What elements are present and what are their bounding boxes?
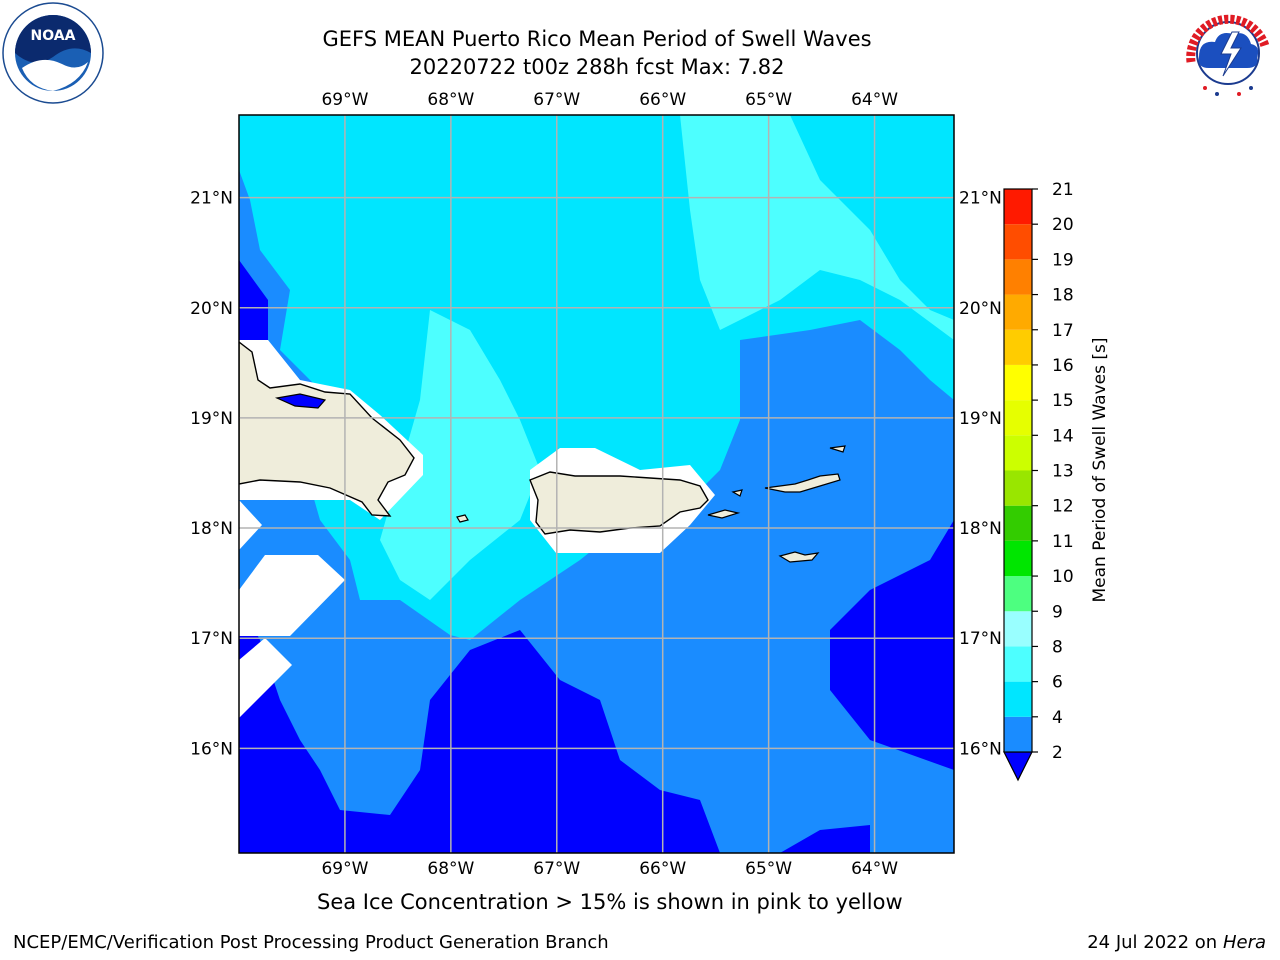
colorbar-tick-label: 10 bbox=[1052, 567, 1074, 587]
colorbar-band bbox=[1004, 364, 1032, 401]
land-vieques bbox=[707, 509, 741, 519]
lat-label-left: 20°N bbox=[190, 299, 233, 319]
footer-date: 24 Jul 2022 on Hera bbox=[1087, 932, 1266, 953]
noaa-logo-text: NOAA bbox=[31, 28, 76, 44]
colorbar-tick-label: 9 bbox=[1052, 602, 1063, 622]
lat-label-left: 18°N bbox=[190, 519, 233, 539]
colorbar-tick-label: 17 bbox=[1052, 321, 1074, 341]
lon-label-top: 66°W bbox=[639, 90, 686, 110]
footer-host: Hera bbox=[1222, 932, 1266, 953]
colorbar-tick-label: 18 bbox=[1052, 286, 1074, 306]
no-data-south-1 bbox=[239, 555, 345, 636]
lon-label-bottom: 67°W bbox=[533, 859, 580, 879]
lon-label-top: 69°W bbox=[321, 90, 368, 110]
colorbar-tick-label: 13 bbox=[1052, 462, 1074, 482]
lat-label-right: 21°N bbox=[959, 189, 1002, 209]
colorbar-tick-label: 15 bbox=[1052, 391, 1074, 411]
land-anegada bbox=[829, 445, 846, 453]
contour-6-8s bbox=[380, 115, 954, 600]
lat-label-left: 21°N bbox=[190, 189, 233, 209]
lat-label-right: 20°N bbox=[959, 299, 1002, 319]
lat-label-right: 16°N bbox=[959, 739, 1002, 759]
colorbar-tick-label: 4 bbox=[1052, 708, 1063, 728]
chart-subtitle: 20220722 t00z 288h fcst Max: 7.82 bbox=[409, 55, 785, 79]
colorbar: 2 4 6 8 9 10 11 12 13 14 15 16 17 18 19 20 21 bbox=[1003, 180, 1074, 782]
lat-label-right: 18°N bbox=[959, 519, 1002, 539]
colorbar-band bbox=[1004, 400, 1032, 436]
lat-label-left: 19°N bbox=[190, 409, 233, 429]
colorbar-tick-label: 20 bbox=[1052, 215, 1074, 235]
sea-ice-note: Sea Ice Concentration > 15% is shown in … bbox=[317, 890, 903, 914]
land-mona-island bbox=[456, 514, 469, 523]
colorbar-band bbox=[1004, 224, 1032, 260]
lat-label-left: 16°N bbox=[190, 739, 233, 759]
lon-label-top: 65°W bbox=[745, 90, 792, 110]
colorbar-band bbox=[1004, 505, 1032, 541]
lon-label-bottom: 65°W bbox=[745, 859, 792, 879]
land-virgin-islands bbox=[764, 473, 841, 493]
colorbar-tick-label: 11 bbox=[1052, 532, 1074, 552]
colorbar-tick-label: 19 bbox=[1052, 250, 1074, 270]
lat-label-right: 17°N bbox=[959, 629, 1002, 649]
national-weather-service-logo bbox=[1179, 4, 1277, 102]
colorbar-band bbox=[1004, 646, 1032, 682]
colorbar-band bbox=[1004, 716, 1032, 752]
lon-label-bottom: 68°W bbox=[427, 859, 474, 879]
colorbar-tick-label: 2 bbox=[1052, 743, 1063, 763]
land-st-croix bbox=[778, 551, 820, 563]
map-frame bbox=[238, 114, 955, 854]
graticule bbox=[239, 115, 954, 853]
colorbar-tick-label: 8 bbox=[1052, 637, 1063, 657]
axis-labels: 69°W 69°W 68°W 68°W 67°W 67°W 66°W 66°W 65°W 65°W… bbox=[190, 90, 1002, 879]
colorbar-band bbox=[1004, 259, 1032, 295]
lat-label-left: 17°N bbox=[190, 629, 233, 649]
noaa-logo: NOAA bbox=[2, 2, 104, 104]
land-puerto-rico bbox=[529, 471, 709, 535]
chart-title: GEFS MEAN Puerto Rico Mean Period of Swe… bbox=[322, 27, 872, 51]
no-data-west-edge bbox=[239, 500, 262, 550]
colorbar-tick-label: 21 bbox=[1052, 180, 1074, 200]
land-hispaniola bbox=[239, 341, 415, 517]
colorbar-band bbox=[1004, 189, 1032, 225]
lon-label-top: 67°W bbox=[533, 90, 580, 110]
lon-label-bottom: 69°W bbox=[321, 859, 368, 879]
lon-label-bottom: 66°W bbox=[639, 859, 686, 879]
lon-label-top: 68°W bbox=[427, 90, 474, 110]
footer-producer: NCEP/EMC/Verification Post Processing Pr… bbox=[13, 932, 609, 953]
colorbar-tick-label: 16 bbox=[1052, 356, 1074, 376]
footer-date-text: 24 Jul 2022 on bbox=[1087, 932, 1223, 953]
colorbar-label: Mean Period of Swell Waves [s] bbox=[1090, 338, 1110, 603]
colorbar-tick-label: 12 bbox=[1052, 497, 1074, 517]
lat-label-right: 19°N bbox=[959, 409, 1002, 429]
colorbar-band bbox=[1004, 611, 1032, 647]
colorbar-tick-label: 14 bbox=[1052, 426, 1074, 446]
land-culebra bbox=[731, 489, 743, 497]
colorbar-band bbox=[1004, 681, 1032, 717]
colorbar-band bbox=[1004, 470, 1032, 506]
colorbar-extend-min bbox=[1003, 751, 1033, 782]
colorbar-band bbox=[1004, 294, 1032, 330]
colorbar-band bbox=[1004, 329, 1032, 365]
contour-fill bbox=[239, 115, 954, 853]
colorbar-tick-label: 6 bbox=[1052, 673, 1063, 693]
colorbar-band bbox=[1004, 435, 1032, 471]
colorbar-band bbox=[1004, 576, 1032, 612]
lon-label-bottom: 64°W bbox=[851, 859, 898, 879]
lon-label-top: 64°W bbox=[851, 90, 898, 110]
no-data-south-2 bbox=[239, 638, 292, 718]
colorbar-band bbox=[1004, 540, 1032, 577]
